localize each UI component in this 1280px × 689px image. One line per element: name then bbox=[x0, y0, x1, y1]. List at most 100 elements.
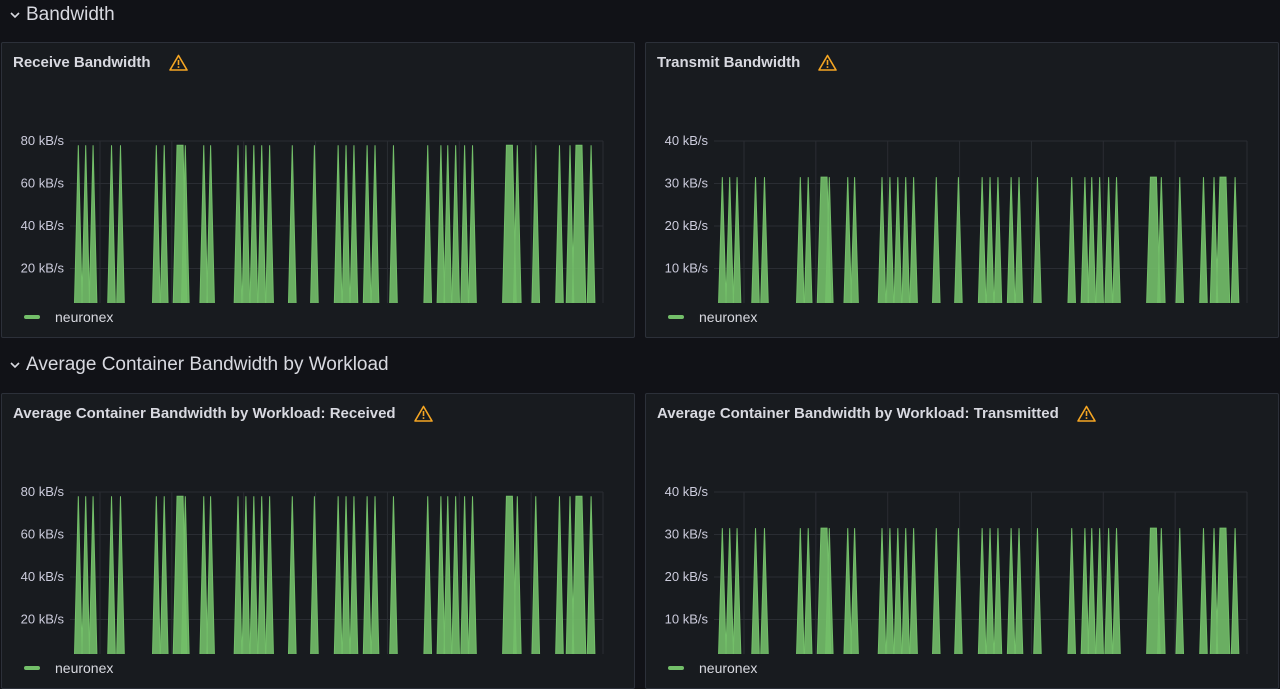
warning-icon[interactable] bbox=[1076, 405, 1096, 422]
series-spike bbox=[977, 177, 987, 303]
y-tick-label: 60 kB/s bbox=[21, 176, 65, 191]
series-spike bbox=[565, 496, 575, 654]
chart-plot: 0 B/s10 kB/s20 kB/s30 kB/s40 kB/s08:3008… bbox=[665, 484, 1248, 654]
series-spike bbox=[732, 177, 742, 303]
series-spike bbox=[199, 496, 209, 654]
series-spike bbox=[257, 145, 267, 303]
legend-item[interactable]: neuronex bbox=[668, 309, 757, 325]
series-spike bbox=[81, 496, 91, 654]
series-spike bbox=[909, 528, 918, 654]
series-spike bbox=[1033, 177, 1042, 303]
row-header-bandwidth[interactable]: Bandwidth bbox=[0, 0, 115, 30]
series-spike bbox=[954, 177, 963, 303]
series-spike bbox=[1112, 528, 1121, 654]
series-spike bbox=[1157, 177, 1166, 303]
series-spike bbox=[1006, 177, 1016, 303]
series-spike bbox=[877, 528, 887, 654]
panel-avg-container-transmitted[interactable]: Average Container Bandwidth by Workload:… bbox=[645, 393, 1279, 689]
series-spike bbox=[1067, 177, 1076, 303]
panel-receive-bandwidth[interactable]: Receive Bandwidth 0 B/s20 kB/s40 kB/s60 … bbox=[1, 42, 635, 338]
series-spike bbox=[825, 528, 834, 654]
legend-item[interactable]: neuronex bbox=[24, 309, 113, 325]
series-spike bbox=[803, 177, 813, 303]
series-spike bbox=[265, 496, 274, 654]
series-spike bbox=[901, 177, 910, 303]
series-spike bbox=[88, 496, 98, 654]
series-spike bbox=[1006, 528, 1016, 654]
series-spike bbox=[199, 145, 209, 303]
chevron-down-icon[interactable] bbox=[8, 358, 22, 372]
series-spike bbox=[468, 496, 477, 654]
series-spike bbox=[502, 495, 517, 654]
series-spike bbox=[74, 145, 83, 303]
series-spike bbox=[423, 496, 433, 654]
series-spike bbox=[116, 145, 125, 303]
series-spike bbox=[107, 496, 116, 654]
series-spike bbox=[513, 496, 522, 654]
warning-icon[interactable] bbox=[413, 405, 433, 422]
series-spike bbox=[1014, 528, 1024, 654]
series-spike bbox=[977, 528, 987, 654]
series-spike bbox=[180, 496, 190, 654]
legend-label: neuronex bbox=[699, 309, 758, 325]
y-tick-label: 60 kB/s bbox=[21, 527, 65, 542]
series-spike bbox=[893, 177, 903, 303]
series-spike bbox=[571, 495, 587, 654]
y-tick-label: 30 kB/s bbox=[665, 176, 709, 191]
series-spike bbox=[249, 145, 259, 303]
panel-avg-container-received[interactable]: Average Container Bandwidth by Workload:… bbox=[1, 393, 635, 689]
series-spike bbox=[460, 496, 469, 654]
y-tick-label: 10 kB/s bbox=[665, 612, 709, 627]
panel-transmit-bandwidth[interactable]: Transmit Bandwidth 0 B/s10 kB/s20 kB/s30… bbox=[645, 42, 1279, 338]
series-spike bbox=[233, 496, 243, 654]
series-spike bbox=[451, 145, 460, 303]
y-tick-label: 20 kB/s bbox=[21, 261, 65, 276]
series-spike bbox=[159, 496, 169, 654]
series-spike bbox=[233, 145, 243, 303]
series-spike bbox=[88, 145, 98, 303]
warning-icon[interactable] bbox=[818, 54, 838, 71]
series-spike bbox=[107, 145, 116, 303]
warning-icon[interactable] bbox=[168, 54, 188, 71]
series-spike bbox=[152, 496, 161, 654]
series-spike bbox=[502, 144, 517, 303]
series-spike bbox=[1087, 528, 1097, 654]
y-tick-label: 20 kB/s bbox=[665, 569, 709, 584]
series-spike bbox=[310, 496, 319, 654]
series-spike bbox=[885, 528, 895, 654]
y-tick-label: 40 kB/s bbox=[21, 218, 65, 233]
series-spike bbox=[555, 145, 564, 303]
series-spike bbox=[825, 177, 834, 303]
series-spike bbox=[1209, 177, 1219, 303]
legend-item[interactable]: neuronex bbox=[668, 660, 757, 676]
series-spike bbox=[1230, 177, 1240, 303]
series-spike bbox=[1033, 528, 1042, 654]
series-spike bbox=[443, 496, 453, 654]
series-spike bbox=[370, 496, 380, 654]
series-spike bbox=[1175, 177, 1185, 303]
series-spike bbox=[1215, 527, 1231, 654]
series-spike bbox=[1080, 177, 1090, 303]
series-spike bbox=[985, 528, 995, 654]
legend-item[interactable]: neuronex bbox=[24, 660, 113, 676]
series-spike bbox=[241, 145, 251, 303]
series-spike bbox=[760, 177, 769, 303]
series-spike bbox=[370, 145, 380, 303]
series-spike bbox=[241, 496, 251, 654]
row-header-average-container-bandwidth[interactable]: Average Container Bandwidth by Workload bbox=[0, 350, 389, 380]
series-spike bbox=[362, 496, 372, 654]
series-spike bbox=[555, 496, 564, 654]
y-tick-label: 80 kB/s bbox=[21, 484, 65, 499]
series-spike bbox=[586, 496, 596, 654]
chevron-down-icon[interactable] bbox=[8, 8, 22, 22]
legend-label: neuronex bbox=[55, 660, 114, 676]
series-spike bbox=[1215, 176, 1231, 303]
legend-label: neuronex bbox=[699, 660, 758, 676]
series-spike bbox=[362, 145, 372, 303]
series-spike bbox=[265, 145, 274, 303]
series-spike bbox=[932, 177, 941, 303]
series-spike bbox=[985, 177, 995, 303]
series-spike bbox=[74, 496, 83, 654]
series-spike bbox=[725, 177, 734, 303]
series-spike bbox=[1199, 177, 1208, 303]
